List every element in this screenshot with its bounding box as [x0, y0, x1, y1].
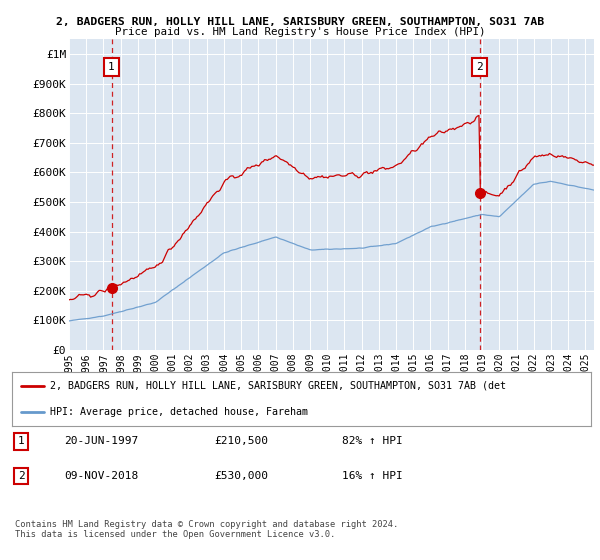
Text: 20-JUN-1997: 20-JUN-1997: [64, 436, 139, 446]
Text: Contains HM Land Registry data © Crown copyright and database right 2024.
This d: Contains HM Land Registry data © Crown c…: [15, 520, 398, 539]
Text: HPI: Average price, detached house, Fareham: HPI: Average price, detached house, Fare…: [50, 407, 308, 417]
Text: 16% ↑ HPI: 16% ↑ HPI: [342, 471, 403, 481]
Text: £530,000: £530,000: [215, 471, 269, 481]
Text: 09-NOV-2018: 09-NOV-2018: [64, 471, 139, 481]
Text: 1: 1: [108, 62, 115, 72]
Text: 82% ↑ HPI: 82% ↑ HPI: [342, 436, 403, 446]
Text: 2: 2: [18, 471, 25, 481]
Text: 2: 2: [476, 62, 483, 72]
Text: Price paid vs. HM Land Registry's House Price Index (HPI): Price paid vs. HM Land Registry's House …: [115, 27, 485, 37]
Text: £210,500: £210,500: [215, 436, 269, 446]
Text: 1: 1: [18, 436, 25, 446]
Text: 2, BADGERS RUN, HOLLY HILL LANE, SARISBURY GREEN, SOUTHAMPTON, SO31 7AB: 2, BADGERS RUN, HOLLY HILL LANE, SARISBU…: [56, 17, 544, 27]
Text: 2, BADGERS RUN, HOLLY HILL LANE, SARISBURY GREEN, SOUTHAMPTON, SO31 7AB (det: 2, BADGERS RUN, HOLLY HILL LANE, SARISBU…: [50, 381, 506, 391]
